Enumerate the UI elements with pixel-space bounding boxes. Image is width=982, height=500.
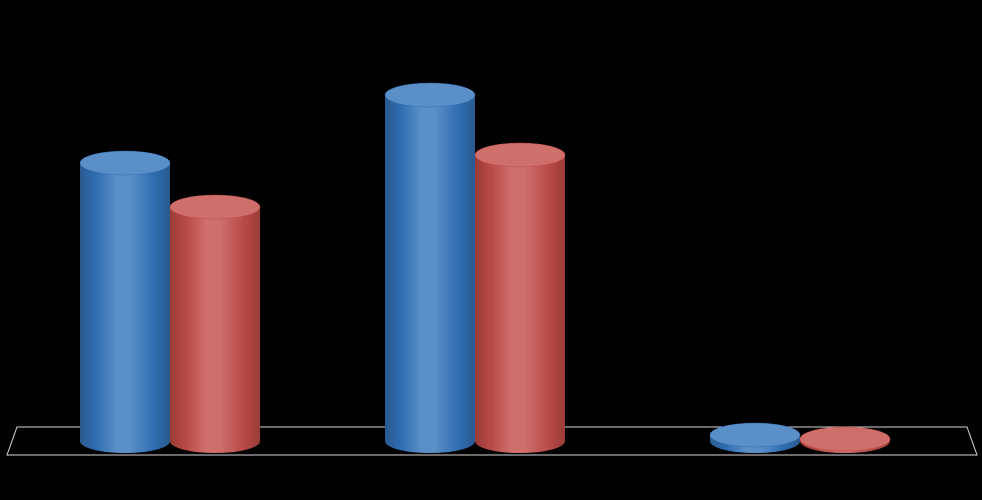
bar-series2-group2 xyxy=(475,143,565,453)
bar-series2-group1 xyxy=(170,195,260,453)
bar-series1-group3 xyxy=(710,423,800,453)
bar-series2-group3 xyxy=(800,427,890,453)
cylinder-bar-chart xyxy=(0,0,982,500)
bar-series1-group2 xyxy=(385,83,475,453)
chart-svg xyxy=(0,0,982,500)
bar-series1-group1 xyxy=(80,151,170,453)
